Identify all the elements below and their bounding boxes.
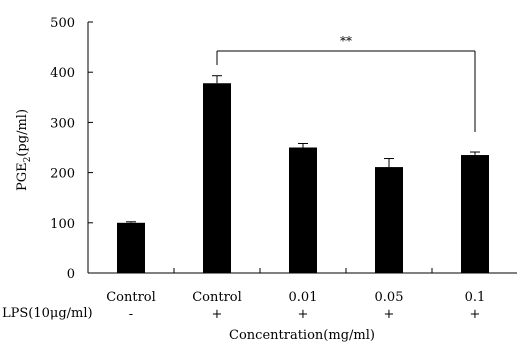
y-axis-title-main: PGE (15, 162, 30, 191)
y-axis-title-sub: 2 (23, 157, 33, 163)
category-label: 0.1 (465, 290, 486, 305)
bar (289, 147, 317, 273)
y-ticks: 0 100 200 300 400 500 (50, 16, 93, 282)
y-tick-label: 300 (50, 116, 75, 131)
y-tick-label: 500 (50, 16, 75, 31)
y-axis-title-unit: (pg/ml) (15, 109, 30, 157)
x-ticks (87, 268, 433, 273)
lps-sign: + (470, 307, 481, 322)
significance-label: ** (340, 34, 352, 48)
lps-sign: - (129, 307, 133, 322)
x-axis-title: Concentration(mg/ml) (229, 328, 375, 343)
significance-bracket: ** (216, 34, 476, 132)
lps-sign: + (298, 307, 309, 322)
category-label: 0.05 (375, 290, 404, 305)
bars (117, 75, 489, 273)
category-label: Control (192, 290, 242, 305)
category-labels: Control Control 0.01 0.05 0.1 (106, 290, 485, 305)
lps-row: LPS(10μg/ml) - + + + + (2, 306, 480, 322)
bar (203, 83, 231, 273)
bar (117, 222, 145, 273)
lps-row-label: LPS(10μg/ml) (2, 306, 93, 321)
lps-sign: + (384, 307, 395, 322)
y-tick-label: 200 (50, 167, 75, 182)
lps-sign: + (212, 307, 223, 322)
y-tick-label: 0 (67, 267, 75, 282)
y-axis-title: PGE2(pg/ml) (15, 109, 33, 191)
category-label: Control (106, 290, 156, 305)
y-tick-label: 400 (50, 66, 75, 81)
bar (375, 167, 403, 273)
y-axis: 0 100 200 300 400 500 (50, 16, 93, 282)
bar (461, 155, 489, 273)
y-tick-label: 100 (50, 217, 75, 232)
category-label: 0.01 (289, 290, 318, 305)
